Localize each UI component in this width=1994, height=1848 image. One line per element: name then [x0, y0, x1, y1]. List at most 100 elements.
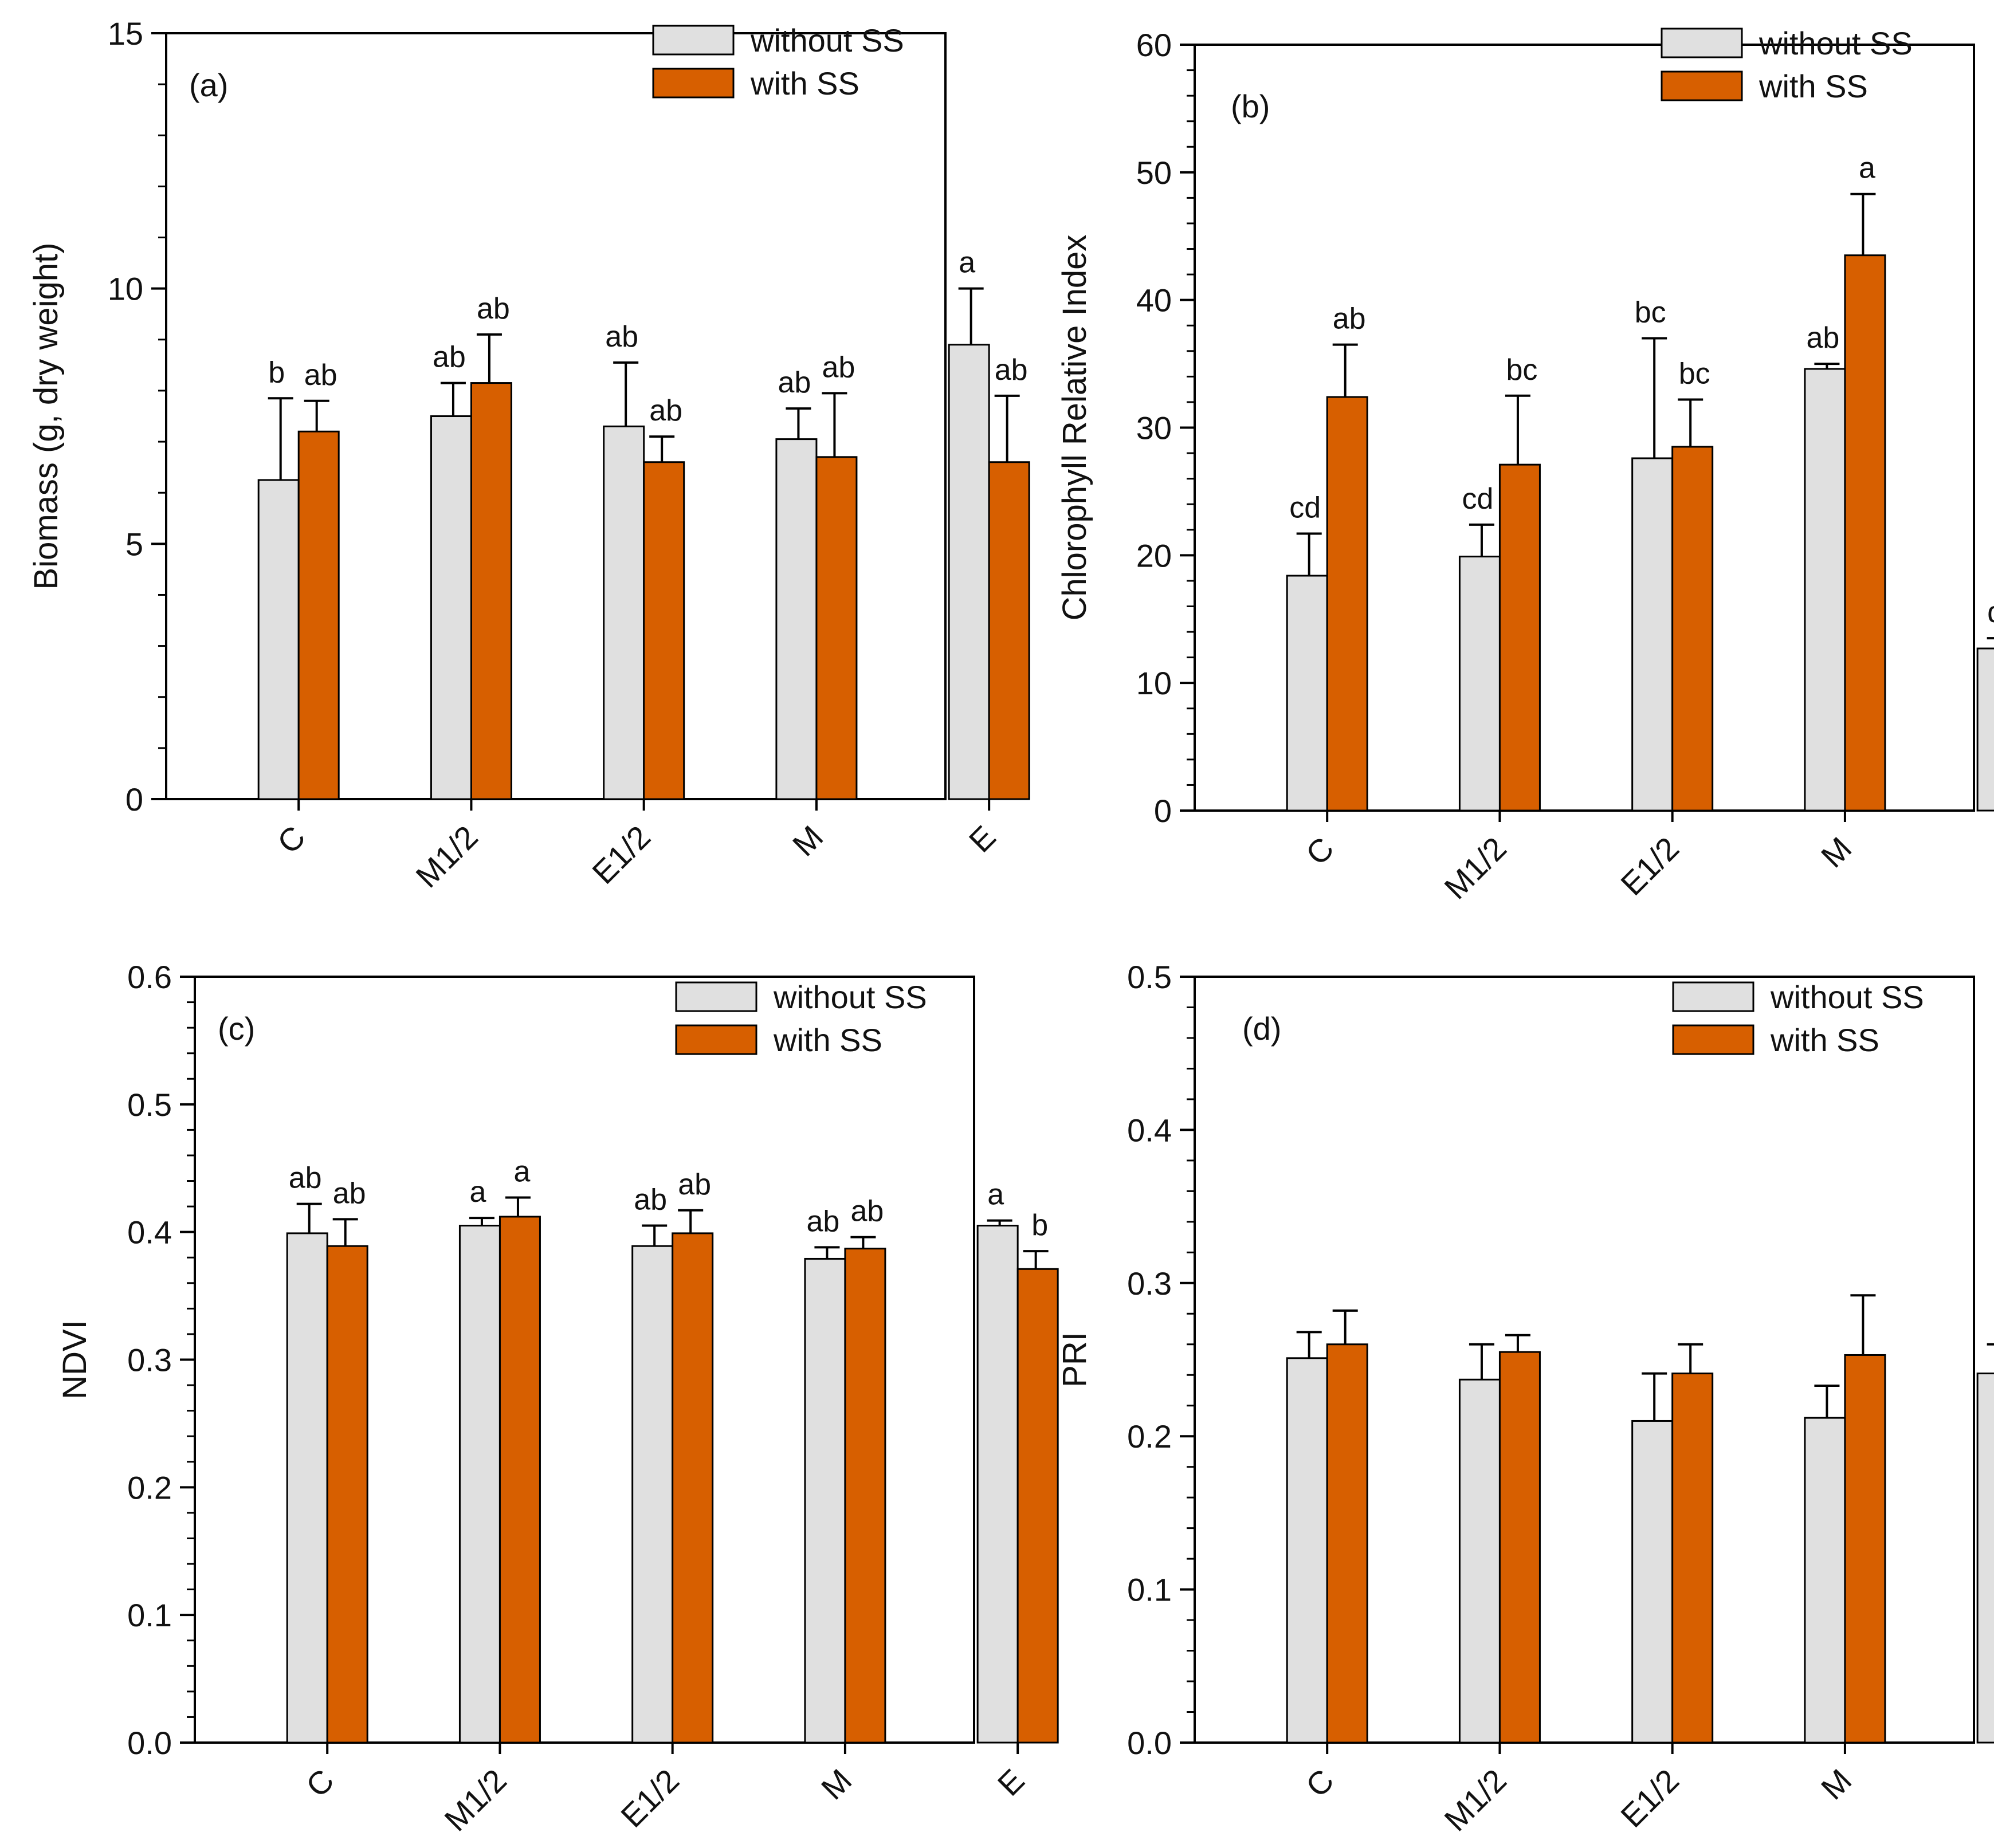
panel-b: 0 10 20 30 40 50 60 Chlorophyll Relative Index (… [1056, 25, 1994, 906]
panel-label: (b) [1231, 88, 1270, 124]
x-category-label: M [786, 819, 830, 863]
bar-with-ss-e [1016, 1268, 1059, 1744]
y-tick-label: 0.4 [127, 1214, 172, 1251]
bar-without-ss-e1-2 [631, 1245, 674, 1744]
significance-label: ab [850, 1195, 884, 1228]
bar-with-ss-m1-2 [470, 382, 512, 800]
bar-with-ss-e1-2 [672, 1232, 714, 1744]
x-category-label: C [1299, 830, 1341, 872]
legend-label-with-ss: with SS [1759, 68, 1868, 104]
panel-label: (a) [189, 67, 228, 103]
significance-label: b [268, 356, 285, 389]
bar-with-ss-m1-2 [498, 1216, 541, 1744]
bar-without-ss-m1-2 [458, 1225, 501, 1744]
significance-label: ab [605, 320, 638, 353]
bar-with-ss-m [844, 1248, 886, 1744]
y-tick-label: 50 [1136, 155, 1172, 191]
legend-label-without-ss: without SS [773, 979, 927, 1015]
plot-frame [165, 32, 947, 800]
y-tick-label: 0.0 [127, 1725, 172, 1761]
significance-label: ab [778, 366, 811, 399]
significance-label: ab [995, 353, 1028, 387]
legend-swatch-with-ss [1672, 1024, 1754, 1055]
bar-with-ss-c [1326, 1343, 1368, 1744]
legend-swatch-with-ss [675, 1024, 757, 1055]
bar-with-ss-m [815, 456, 858, 800]
bar-without-ss-m [775, 438, 818, 800]
y-axis-title: PRI [1056, 1332, 1093, 1387]
significance-label: a [959, 246, 975, 280]
y-tick-label: 0.1 [1127, 1572, 1172, 1608]
panel-label: (c) [218, 1010, 255, 1047]
x-category-label: E1/2 [614, 1762, 686, 1834]
y-tick-label: 60 [1136, 27, 1172, 63]
bar-with-ss-c [1326, 396, 1368, 812]
bar-without-ss-c [1286, 575, 1328, 812]
y-axis-title: NDVI [56, 1320, 93, 1399]
x-category-label: E [1991, 830, 1994, 871]
y-tick-label: 0.5 [127, 1087, 172, 1123]
legend-label-with-ss: with SS [750, 65, 859, 101]
bar-without-ss-e [1976, 647, 1994, 812]
significance-label: ab [304, 359, 337, 392]
significance-label: ab [634, 1183, 667, 1217]
y-tick-label: 30 [1136, 410, 1172, 446]
x-category-label: M [1814, 830, 1859, 875]
y-tick-label: 10 [1136, 665, 1172, 701]
bar-with-ss-c [297, 430, 340, 800]
legend-swatch-without-ss [1672, 981, 1754, 1012]
x-category-label: E [1991, 1762, 1994, 1803]
legend-label-without-ss: without SS [750, 22, 904, 58]
significance-label: a [987, 1178, 1004, 1212]
y-tick-label: 0.6 [127, 959, 172, 995]
legend-label-without-ss: without SS [1770, 979, 1924, 1015]
bar-with-ss-e1-2 [1671, 446, 1714, 812]
y-axis-title: Biomass (g, dry weight) [28, 243, 65, 590]
x-category-label: E1/2 [1614, 830, 1686, 902]
significance-label: ab [678, 1168, 711, 1201]
bar-without-ss-m1-2 [1458, 556, 1501, 812]
significance-label: bc [1679, 357, 1710, 390]
y-tick-label: 0 [125, 781, 143, 817]
significance-label: bc [1635, 296, 1666, 329]
significance-label: a [1859, 152, 1875, 185]
x-category-label: M1/2 [437, 1762, 513, 1838]
y-tick-label: 40 [1136, 282, 1172, 319]
legend-swatch-with-ss [1661, 70, 1743, 101]
x-category-label: M1/2 [1437, 1762, 1513, 1838]
panel-d: 0.0 0.1 0.2 0.3 0.4 0.5 PRI (d) without SS with S… [1056, 959, 1994, 1838]
legend-swatch-without-ss [675, 981, 757, 1012]
significance-label: bc [1506, 353, 1537, 387]
bar-without-ss-e1-2 [1631, 1420, 1674, 1744]
bar-with-ss-m1-2 [1498, 463, 1541, 812]
legend-label-with-ss: with SS [1770, 1022, 1879, 1058]
significance-label: ab [1333, 302, 1366, 336]
significance-label: ab [649, 394, 682, 427]
y-tick-label: 5 [125, 526, 143, 562]
bar-without-ss-m1-2 [1458, 1378, 1501, 1744]
bar-with-ss-m [1844, 254, 1886, 812]
bar-without-ss-e [948, 344, 990, 800]
plot-frame [1194, 976, 1975, 1744]
bar-with-ss-e1-2 [1671, 1373, 1714, 1744]
x-category-label: M [814, 1762, 859, 1807]
x-category-label: E [962, 819, 1003, 859]
bar-with-ss-c [326, 1245, 368, 1744]
x-category-label: M1/2 [1437, 830, 1513, 906]
bar-without-ss-e [976, 1225, 1019, 1744]
panel-label: (d) [1242, 1010, 1281, 1047]
significance-label: ab [477, 292, 510, 325]
y-tick-label: 0.3 [127, 1342, 172, 1378]
x-category-label: M [1814, 1762, 1859, 1807]
bar-without-ss-m [804, 1257, 846, 1744]
y-tick-label: 0.1 [127, 1597, 172, 1633]
bar-without-ss-e [1976, 1373, 1994, 1744]
legend-label-with-ss: with SS [773, 1022, 882, 1058]
legend-label-without-ss: without SS [1759, 25, 1913, 61]
bar-with-ss-e [988, 461, 1030, 800]
bar-without-ss-m1-2 [430, 415, 472, 800]
legend-swatch-without-ss [652, 25, 735, 56]
y-tick-label: 0 [1154, 793, 1172, 829]
